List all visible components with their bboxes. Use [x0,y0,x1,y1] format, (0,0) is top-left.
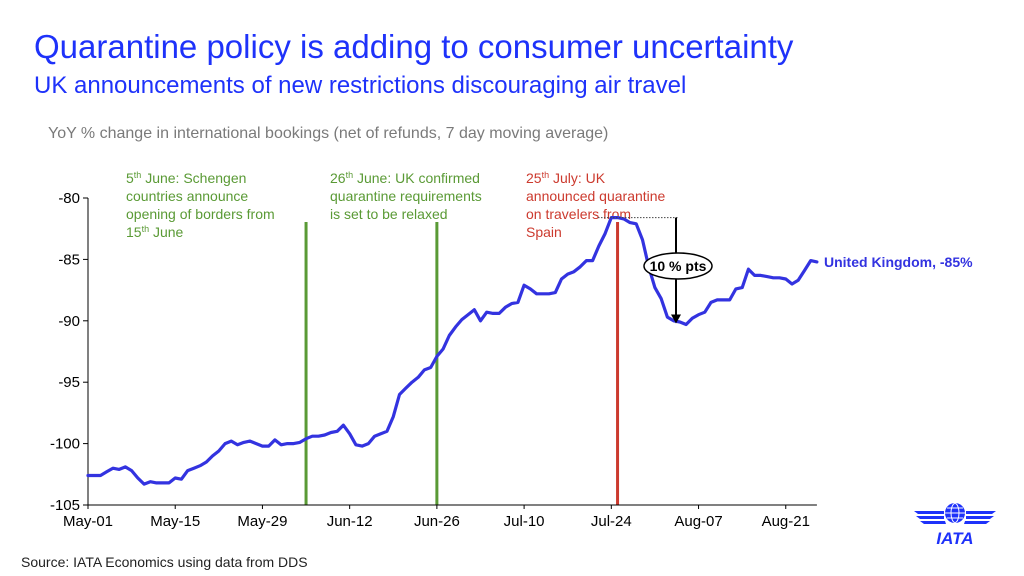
event-labels: 5th June: Schengen countries announce open… [126,170,666,240]
x-tick-label: Jul-24 [591,513,632,530]
event-label: 5th June: Schengen countries announce open… [126,170,275,240]
x-tick-label: Aug-21 [762,513,810,530]
y-tick-label: -90 [58,313,80,330]
annotation-arrow-head [671,314,681,324]
x-tick-label: Jul-10 [504,513,545,530]
y-tick-label: -85 [58,251,80,268]
y-axis: -80 -85 -90 -95 -100 -105 [50,190,89,514]
x-tick-label: Jun-26 [414,513,460,530]
y-tick-label: -95 [58,374,80,391]
x-tick-label: May-01 [63,513,113,530]
series-label: United Kingdom, -85% [824,254,973,270]
page-subtitle: UK announcements of new restrictions dis… [34,72,687,99]
series-label-group: United Kingdom, -85% [824,254,973,270]
x-axis: May-01 May-15 May-29 Jun-12 Jun-26 Jul-10 Jul-… [63,504,817,530]
drop-annotation: 10 % pts [598,217,713,324]
y-tick-label: -80 [58,190,80,207]
logo-text: IATA [936,529,973,547]
event-label: 26th June: UK confirmed quarantine requir… [330,170,482,222]
annotation-bubble [643,252,713,280]
chart-title: YoY % change in international bookings (… [48,125,609,142]
page-title: Quarantine policy is adding to consumer … [34,28,794,65]
series-line-united-kingdom [86,216,819,486]
x-tick-label: Aug-07 [674,513,722,530]
x-tick-label: Jun-12 [327,513,373,530]
y-tick-label: -100 [50,436,80,453]
event-lines [304,222,620,505]
x-tick-label: May-29 [237,513,287,530]
x-tick-label: May-15 [150,513,200,530]
source-note: Source: IATA Economics using data from D… [21,554,308,570]
series-line [86,216,819,486]
annotation-label: 10 % pts [650,258,707,274]
event-label: 25th July: UK announced quarantine on trav… [526,170,666,240]
iata-logo: IATA [914,503,996,547]
y-tick-label: -105 [50,497,80,514]
